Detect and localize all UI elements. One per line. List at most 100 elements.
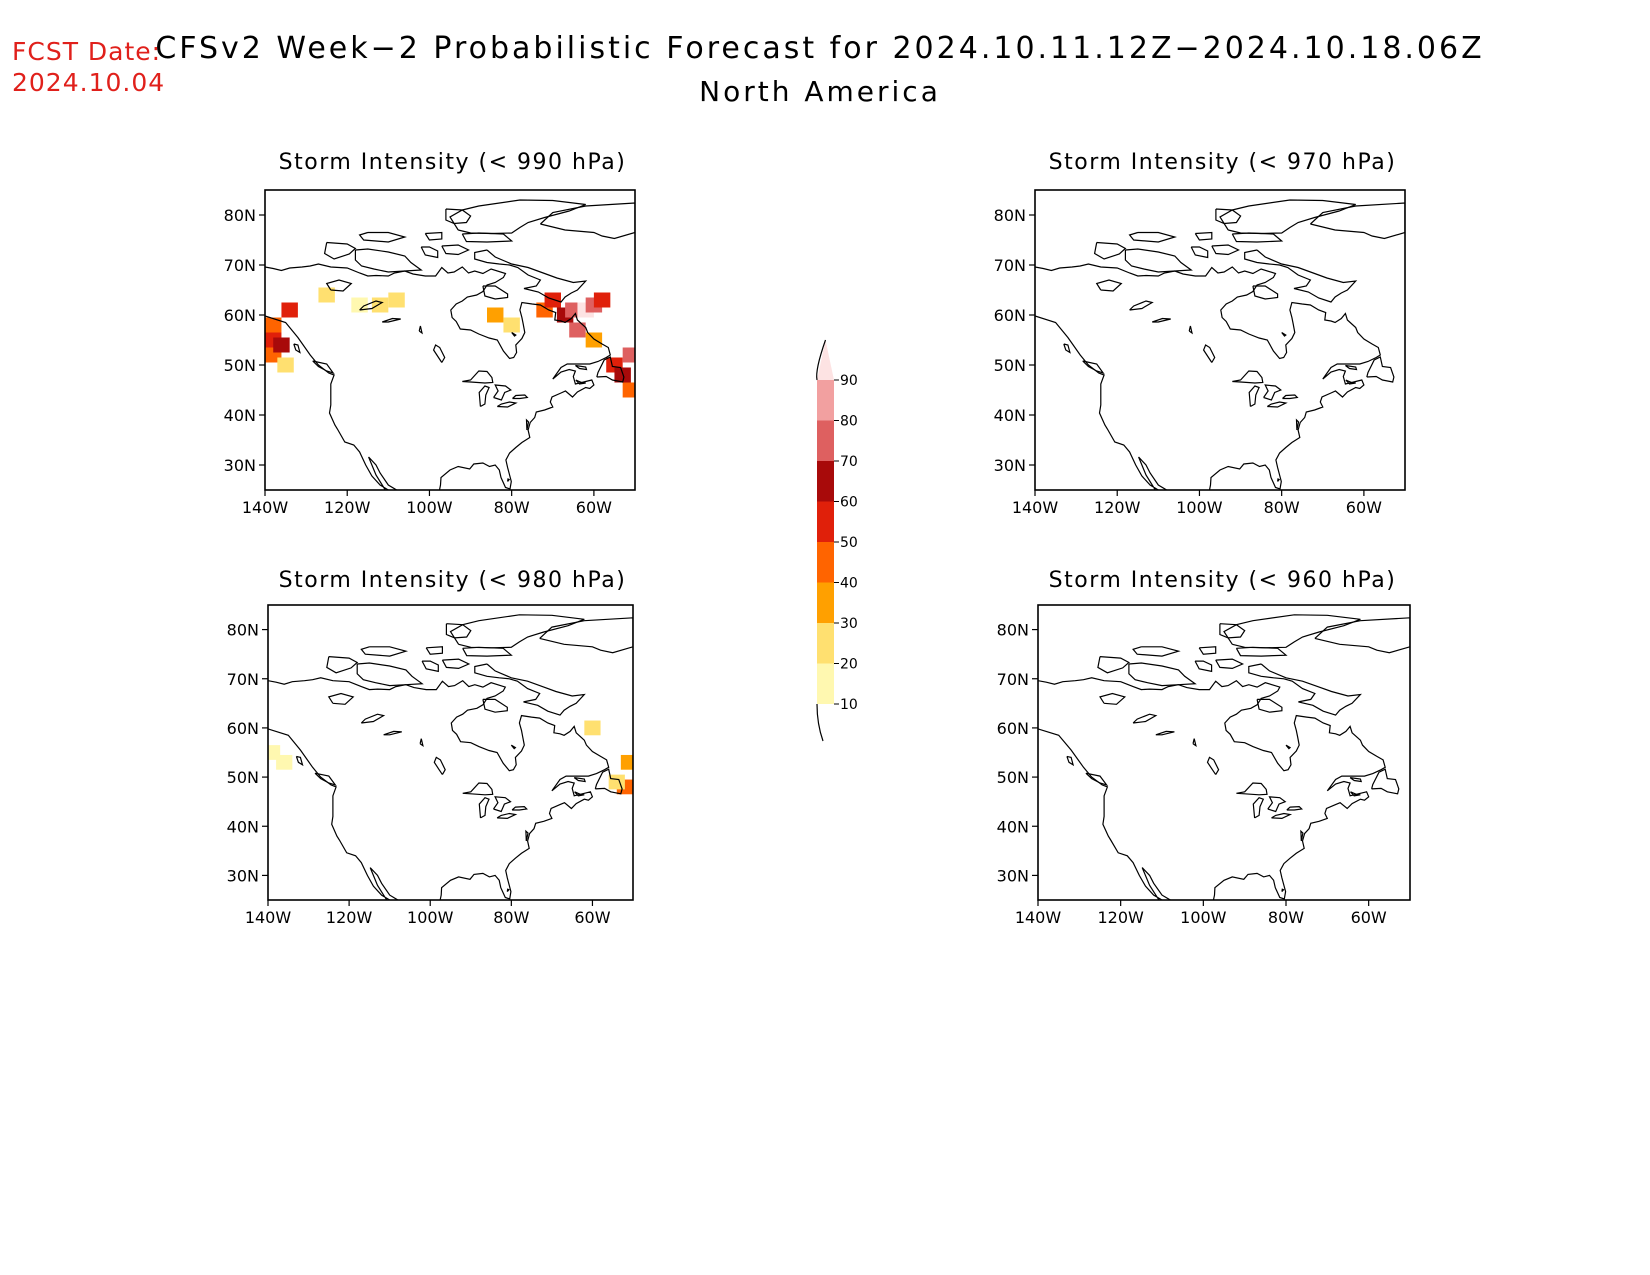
coastline-haida — [1066, 755, 1075, 767]
coastline-lake-ont — [512, 394, 529, 400]
lat-tick-label: 70N — [227, 670, 259, 689]
lon-tick-label: 120W — [324, 498, 371, 515]
coastline-lake-erie — [496, 812, 518, 820]
coastline-main — [1038, 677, 1386, 900]
coastline-victoria — [1124, 248, 1193, 273]
coastline-florida-lake — [1281, 888, 1285, 892]
coastline-bathurst — [1194, 231, 1213, 241]
coastline-athabasca — [383, 730, 402, 736]
coastline-greenland — [1314, 617, 1410, 654]
coastline-main — [1035, 263, 1381, 490]
main-title: CFSv2 Week−2 Probabilistic Forecast for … — [155, 31, 1485, 66]
coastline-melville — [358, 231, 407, 243]
coastline-great-slave — [1129, 300, 1154, 311]
coastline-lake-ont — [511, 805, 528, 811]
coastline-victoria — [354, 248, 423, 273]
coastline-somerset — [1215, 658, 1245, 670]
coastline-southampton — [482, 698, 508, 713]
coastline-axel — [445, 208, 472, 225]
lon-tick-label: 100W — [1176, 498, 1223, 515]
coastline-lake-huron — [493, 384, 513, 401]
coastline-lake-huron — [493, 796, 512, 813]
lon-tick-label: 60W — [1351, 908, 1387, 927]
lat-tick-label: 60N — [227, 719, 259, 738]
coastline-hudson-isl — [510, 744, 517, 750]
coastline-great-slave — [359, 300, 384, 311]
coastline-reindeer — [419, 738, 424, 747]
coastline-baffin — [1244, 249, 1358, 303]
lat-tick-label: 50N — [997, 768, 1029, 787]
map-frame — [267, 604, 634, 901]
coastline-haida — [1063, 343, 1071, 354]
coastline-lake-erie — [1266, 401, 1288, 408]
map-frame — [1037, 604, 1411, 901]
coastline-lake-mich — [478, 796, 490, 819]
coastline-melville — [360, 646, 409, 657]
coastline-reindeer — [1192, 738, 1197, 747]
coastline-devon — [1231, 232, 1284, 243]
lon-tick-label: 140W — [245, 908, 292, 927]
probability-cell — [544, 292, 561, 308]
coastline-anticosti — [573, 777, 586, 783]
coastline-vancouver — [1082, 360, 1105, 375]
lat-tick-label: 50N — [224, 356, 256, 375]
coastline-banks — [1097, 656, 1130, 674]
colorbar-label: 80 — [840, 414, 858, 430]
map-content — [265, 199, 635, 490]
coastline-newfoundland — [1371, 768, 1400, 795]
coastline-southampton — [482, 285, 509, 300]
coastline-prince-wales — [421, 660, 439, 673]
map-frame — [1034, 189, 1406, 491]
coastline-baffin — [1248, 663, 1362, 716]
coastline-hudson-isl — [511, 331, 517, 337]
coastline-somerset — [1211, 244, 1240, 256]
lon-tick-label: 60W — [576, 498, 612, 515]
colorbar-label: 30 — [840, 616, 858, 632]
lon-tick-label: 80W — [493, 908, 529, 927]
probability-cell — [487, 307, 504, 323]
coastline-somerset — [441, 244, 470, 256]
probability-cell — [569, 322, 586, 338]
coastline-vancouver — [312, 360, 335, 375]
lat-tick-label: 60N — [997, 719, 1029, 738]
probability-cell — [585, 332, 603, 348]
coastline-axel — [445, 623, 472, 639]
coastline-newfoundland — [594, 768, 623, 795]
colorbar-label: 20 — [840, 657, 858, 673]
lon-tick-label: 140W — [1012, 498, 1059, 515]
lat-tick-label: 60N — [994, 306, 1026, 325]
lon-tick-label: 100W — [407, 908, 454, 927]
coastline-banks — [326, 656, 359, 674]
coastline-melville — [1128, 231, 1177, 243]
coastline-lake-winnipeg — [433, 756, 446, 775]
coastline-lake-sup — [1232, 370, 1264, 384]
map-panel-990: 80N 70N 60N 50N 40N 30N 140W 120W 100W 80W 60W — [224, 189, 636, 515]
coastline-vancouver — [1085, 772, 1109, 786]
colorbar-label: 10 — [840, 697, 858, 713]
map-panel-980: 80N 70N 60N 50N 40N 30N 140W 120W 100W 80W 60W — [227, 604, 634, 927]
map-frame — [264, 189, 636, 491]
colorbar-label: 60 — [840, 495, 858, 511]
coastline-lake-huron — [1263, 384, 1283, 401]
coastline-chesapeake — [1300, 829, 1304, 842]
coastline-florida-lake — [1277, 478, 1281, 482]
colorbar-segment — [817, 542, 834, 583]
coastline-greenland — [539, 202, 635, 240]
lat-tick-label: 40N — [997, 817, 1029, 836]
colorbar-segment — [817, 623, 834, 664]
colorbar-segment — [817, 380, 834, 421]
lon-tick-label: 140W — [1015, 908, 1062, 927]
coastline-baffin — [474, 249, 588, 303]
coastline-pei — [1345, 379, 1356, 385]
coastline-greenland — [539, 617, 633, 654]
lat-tick-label: 30N — [224, 456, 256, 475]
coastline-chesapeake — [525, 829, 529, 842]
coastline-lake-mich — [1252, 797, 1265, 819]
probability-cell — [584, 720, 601, 736]
coastline-lake-winnipeg — [1206, 756, 1220, 775]
coastline-victoria — [356, 662, 424, 687]
region-title: North America — [699, 75, 941, 108]
coastline-banks — [323, 241, 357, 260]
map-content — [1038, 614, 1410, 900]
colorbar-label: 50 — [840, 535, 858, 551]
